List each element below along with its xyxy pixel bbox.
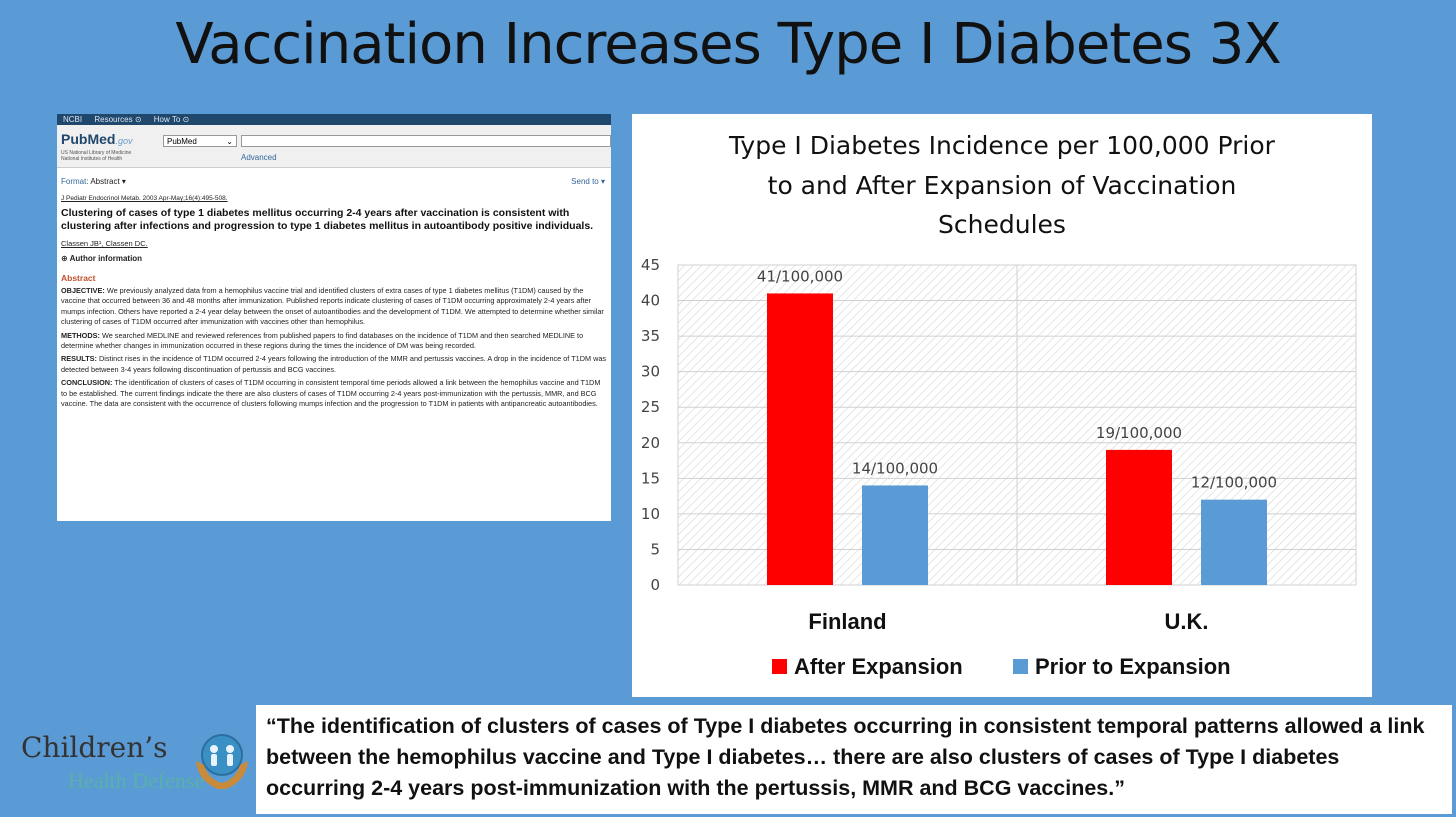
bar-finland-prior-to-expansion xyxy=(862,485,928,585)
y-tick-label: 5 xyxy=(650,540,660,558)
chart-title-line-1: Type I Diabetes Incidence per 100,000 Pr… xyxy=(728,131,1276,160)
chart-panel: Type I Diabetes Incidence per 100,000 Pr… xyxy=(632,114,1372,697)
legend-swatch xyxy=(772,659,787,674)
ncbi-topbar: NCBI Resources ⊙ How To ⊙ xyxy=(57,114,611,125)
article-title: Clustering of cases of type 1 diabetes m… xyxy=(61,207,594,232)
y-tick-label: 40 xyxy=(641,292,660,310)
journal-citation[interactable]: J Pediatr Endocrinol Metab. 2003 Apr-May… xyxy=(61,195,228,202)
slide-title: Vaccination Increases Type I Diabetes 3X xyxy=(175,12,1281,77)
chart-title-line-2: to and After Expansion of Vaccination xyxy=(768,171,1237,200)
authors-link[interactable]: Classen JB¹, Classen DC. xyxy=(61,239,148,248)
author-information-toggle[interactable]: ⊕ Author information xyxy=(61,254,143,263)
bar-chart: Type I Diabetes Incidence per 100,000 Pr… xyxy=(641,131,1357,679)
childrens-health-defense-logo: Children’s Health Defense xyxy=(18,729,250,799)
format-dropdown[interactable]: Abstract ▾ xyxy=(90,177,126,186)
y-tick-label: 45 xyxy=(641,256,660,274)
y-tick-label: 20 xyxy=(641,434,660,452)
legend-label: Prior to Expansion xyxy=(1035,654,1231,679)
quote-box: “The identification of clusters of cases… xyxy=(256,705,1452,814)
category-label: U.K. xyxy=(1165,609,1209,634)
pubmed-search-bar: PubMed.gov US National Library of Medici… xyxy=(57,125,611,168)
pubmed-abstract-panel: NCBI Resources ⊙ How To ⊙ PubMed.gov US … xyxy=(57,114,611,521)
abstract-methods: METHODS: We searched MEDLINE and reviewe… xyxy=(61,330,584,351)
search-input[interactable] xyxy=(241,135,611,147)
send-to-button[interactable]: Send to ▾ xyxy=(571,177,605,186)
data-label: 14/100,000 xyxy=(852,459,938,477)
legend-swatch xyxy=(1013,659,1028,674)
data-label: 12/100,000 xyxy=(1191,474,1277,492)
abstract-results: RESULTS: Distinct rises in the incidence… xyxy=(61,354,607,374)
y-tick-label: 15 xyxy=(641,469,660,487)
chart-title-line-3: Schedules xyxy=(938,210,1066,239)
format-label: Format: xyxy=(61,177,89,186)
chevron-down-icon: ⌄ xyxy=(226,137,233,146)
y-tick-label: 25 xyxy=(641,398,660,416)
ncbi-link[interactable]: NCBI xyxy=(63,115,83,124)
format-bar: Format: Abstract ▾ Send to ▾ xyxy=(61,173,607,191)
abstract-conclusion: CONCLUSION: The identification of cluste… xyxy=(61,378,601,409)
logo-text-line-2: Health Defense xyxy=(68,768,205,793)
database-select[interactable]: PubMed ⌄ xyxy=(163,135,237,147)
legend-label: After Expansion xyxy=(794,654,963,679)
category-label: Finland xyxy=(808,609,886,634)
bar-uk-after-expansion xyxy=(1106,449,1172,585)
advanced-search-link[interactable]: Advanced xyxy=(241,153,277,162)
y-tick-label: 10 xyxy=(641,505,660,523)
data-label: 19/100,000 xyxy=(1096,424,1182,442)
nlm-org-line: US National Library of Medicine National… xyxy=(61,150,132,162)
bar-uk-prior-to-expansion xyxy=(1201,499,1267,585)
pubmed-logo[interactable]: PubMed.gov xyxy=(61,131,133,147)
abstract-heading: Abstract xyxy=(61,273,96,283)
data-label: 41/100,000 xyxy=(757,267,843,285)
y-tick-label: 35 xyxy=(641,327,660,345)
hands-globe-icon xyxy=(196,734,248,789)
y-tick-label: 30 xyxy=(641,363,660,381)
y-tick-label: 0 xyxy=(650,576,660,594)
abstract-objective: OBJECTIVE: We previously analyzed data f… xyxy=(61,286,604,327)
logo-text-line-1: Children’s xyxy=(21,731,168,764)
bar-finland-after-expansion xyxy=(767,293,833,585)
resources-menu[interactable]: Resources ⊙ xyxy=(94,115,142,124)
how-to-menu[interactable]: How To ⊙ xyxy=(153,115,190,124)
